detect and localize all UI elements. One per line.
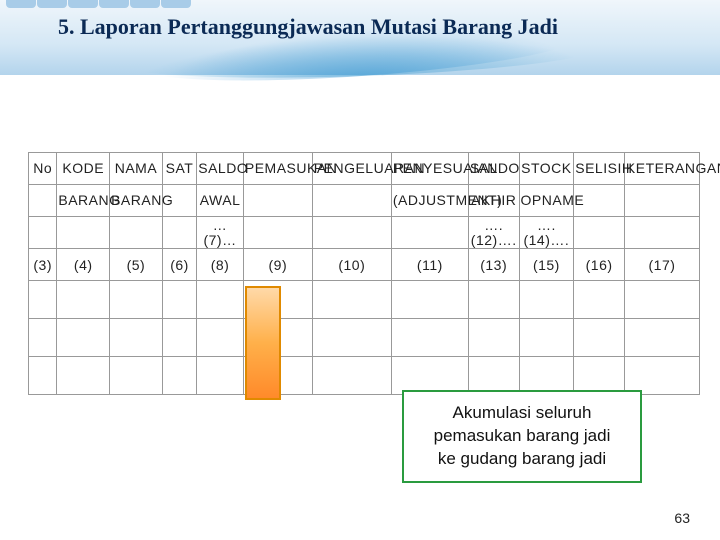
table-cell [468,281,519,319]
col-0-h3 [29,217,57,249]
col-8-index: (13) [468,249,519,281]
table-cell [243,281,312,319]
col-9-h1: STOCK [519,153,574,185]
col-7-h2: (ADJUSTMENT) [391,185,468,217]
table-cell [519,281,574,319]
table-cell [29,281,57,319]
col-8-h3: ….(12)…. [468,217,519,249]
table-cell [312,357,391,395]
table-cell [519,319,574,357]
table-row [29,281,700,319]
col-1-index: (4) [57,249,110,281]
col-10-h1: SELISIH [574,153,625,185]
table-cell [312,319,391,357]
col-10-index: (16) [574,249,625,281]
header-row-2: BARANGBARANG AWAL (ADJUSTMENT)AKHIROPNAME [29,185,700,217]
col-5-h3 [243,217,312,249]
col-5-index: (9) [243,249,312,281]
table-cell [468,319,519,357]
col-3-h1: SAT [162,153,196,185]
col-2-index: (5) [110,249,163,281]
col-4-h3: …(7)… [197,217,244,249]
col-5-h2 [243,185,312,217]
col-11-index: (17) [624,249,699,281]
slide-title: 5. Laporan Pertanggungjawasan Mutasi Bar… [58,14,558,40]
table-cell [197,281,244,319]
table-cell [110,281,163,319]
col-1-h1: KODE [57,153,110,185]
table-container: NoKODENAMASATSALDOPEMASUKANPENGELUARANPE… [28,152,700,395]
col-2-h1: NAMA [110,153,163,185]
table-cell [243,319,312,357]
col-9-h3: ….(14)…. [519,217,574,249]
col-0-index: (3) [29,249,57,281]
index-row: (3)(4)(5)(6)(8)(9)(10)(11)(13)(15)(16)(1… [29,249,700,281]
col-2-h2: BARANG [110,185,163,217]
tabs-strip [0,0,720,10]
table-cell [312,281,391,319]
table-cell [162,319,196,357]
col-9-h2: OPNAME [519,185,574,217]
table-cell [624,281,699,319]
table-cell [624,319,699,357]
table-cell [574,319,625,357]
col-11-h3 [624,217,699,249]
callout-line-3: ke gudang barang jadi [438,449,606,468]
col-0-h1: No [29,153,57,185]
col-7-h3 [391,217,468,249]
col-3-h3 [162,217,196,249]
col-6-h2 [312,185,391,217]
table-cell [162,281,196,319]
col-0-h2 [29,185,57,217]
table-cell [29,357,57,395]
col-4-h2: AWAL [197,185,244,217]
col-5-h1: PEMASUKAN [243,153,312,185]
header-row-1: NoKODENAMASATSALDOPEMASUKANPENGELUARANPE… [29,153,700,185]
table-cell [391,319,468,357]
table-cell [29,319,57,357]
table-cell [110,357,163,395]
col-6-index: (10) [312,249,391,281]
col-6-h3 [312,217,391,249]
table-cell [391,281,468,319]
col-8-h1: SALDO [468,153,519,185]
table-cell [57,319,110,357]
page-number: 63 [674,510,690,526]
table-cell [110,319,163,357]
callout-box: Akumulasi seluruh pemasukan barang jadi … [402,390,642,483]
col-8-h2: AKHIR [468,185,519,217]
col-1-h2: BARANG [57,185,110,217]
table-cell [574,281,625,319]
col-7-index: (11) [391,249,468,281]
col-10-h3 [574,217,625,249]
col-4-index: (8) [197,249,244,281]
col-11-h1: KETERANGAN [624,153,699,185]
col-4-h1: SALDO [197,153,244,185]
table-cell [57,281,110,319]
table-cell [162,357,196,395]
col-2-h3 [110,217,163,249]
col-1-h3 [57,217,110,249]
col-7-h1: PENYESUAIAN [391,153,468,185]
callout-line-2: pemasukan barang jadi [434,426,611,445]
col-3-index: (6) [162,249,196,281]
col-6-h1: PENGELUARAN [312,153,391,185]
table-cell [197,357,244,395]
table-cell [57,357,110,395]
header-row-3: …(7)… ….(12)….….(14)…. [29,217,700,249]
table-row [29,319,700,357]
table-cell [197,319,244,357]
col-11-h2 [624,185,699,217]
mutasi-table: NoKODENAMASATSALDOPEMASUKANPENGELUARANPE… [28,152,700,395]
col-9-index: (15) [519,249,574,281]
callout-line-1: Akumulasi seluruh [453,403,592,422]
table-cell [243,357,312,395]
